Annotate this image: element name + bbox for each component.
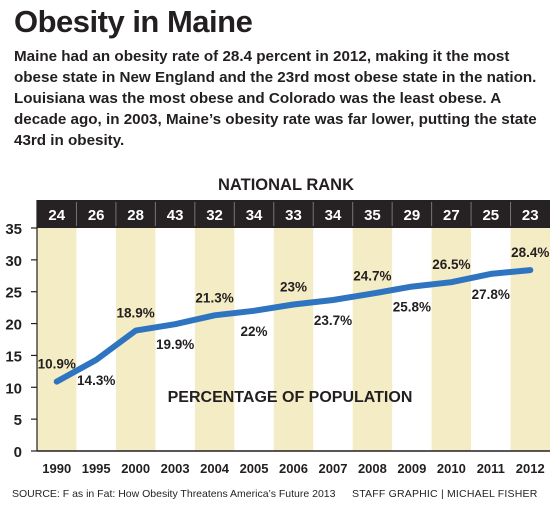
y-tick-label: 10 bbox=[5, 380, 22, 397]
percentage-of-population-label: PERCENTAGE OF POPULATION bbox=[168, 389, 413, 406]
value-label-2005: 22% bbox=[241, 324, 268, 339]
y-tick-label: 30 bbox=[5, 253, 22, 270]
rank-value-2011: 25 bbox=[482, 207, 499, 224]
x-tick-label-2007: 2007 bbox=[319, 461, 348, 476]
column-band-2010 bbox=[431, 200, 472, 451]
value-label-2011: 27.8% bbox=[472, 287, 510, 302]
rank-value-2007: 34 bbox=[325, 207, 342, 224]
value-label-1995: 14.3% bbox=[77, 373, 115, 388]
x-axis: 1990 1995 2000 2003 2004 2005 2006 2007 2008 2009… bbox=[37, 450, 550, 476]
x-tick-label-2012: 2012 bbox=[516, 461, 545, 476]
rank-value-2004: 32 bbox=[206, 207, 223, 224]
rank-value-2009: 29 bbox=[404, 207, 421, 224]
y-tick-label: 0 bbox=[14, 444, 22, 461]
x-tick-label-2011: 2011 bbox=[477, 461, 505, 476]
x-tick-label-1995: 1995 bbox=[82, 461, 111, 476]
rank-value-1990: 24 bbox=[48, 207, 65, 224]
value-label-2004: 21.3% bbox=[195, 290, 233, 305]
column-band-2004 bbox=[194, 200, 235, 451]
rank-value-2012: 23 bbox=[522, 207, 539, 224]
x-tick-label-2005: 2005 bbox=[240, 461, 269, 476]
y-tick-label: 35 bbox=[5, 221, 22, 238]
value-label-2000: 18.9% bbox=[117, 306, 155, 321]
x-tick-label-2000: 2000 bbox=[121, 461, 150, 476]
value-label-2007: 23.7% bbox=[314, 313, 352, 328]
x-tick-label-2010: 2010 bbox=[437, 461, 466, 476]
series-line bbox=[53, 267, 534, 385]
obesity-rate-line bbox=[53, 267, 534, 385]
rank-value-2003: 43 bbox=[167, 207, 184, 224]
x-tick-label-2003: 2003 bbox=[161, 461, 190, 476]
x-tick-label-2006: 2006 bbox=[279, 461, 308, 476]
x-tick-label-2008: 2008 bbox=[358, 461, 387, 476]
value-label-2012: 28.4% bbox=[511, 245, 549, 260]
column-band-2008 bbox=[352, 200, 393, 451]
rank-value-2005: 34 bbox=[246, 207, 263, 224]
value-label-1990: 10.9% bbox=[38, 357, 76, 372]
source-note: SOURCE: F as in Fat: How Obesity Threate… bbox=[12, 488, 336, 500]
value-label-2008: 24.7% bbox=[353, 269, 391, 284]
rank-value-1995: 26 bbox=[88, 207, 105, 224]
y-tick-label: 20 bbox=[5, 317, 22, 334]
national-rank-title: NATIONAL RANK bbox=[218, 176, 354, 194]
y-tick-label: 5 bbox=[14, 412, 22, 429]
rank-value-2010: 27 bbox=[443, 207, 460, 224]
y-axis: 0 5 10 15 20 25 30 35 bbox=[5, 200, 38, 461]
column-band-2006 bbox=[273, 200, 314, 451]
value-labels: 10.9%14.3% 18.9% 19.9% 21.3% 22% 23% 23.7% 24.7… bbox=[38, 245, 550, 388]
rank-value-2008: 35 bbox=[364, 207, 381, 224]
x-tick-label-1990: 1990 bbox=[42, 461, 71, 476]
x-tick-label-2009: 2009 bbox=[397, 461, 426, 476]
column-band-1990 bbox=[37, 200, 77, 451]
value-label-2003: 19.9% bbox=[156, 337, 194, 352]
value-label-2010: 26.5% bbox=[432, 257, 470, 272]
rank-bar-background bbox=[37, 200, 550, 228]
y-tick-label: 25 bbox=[5, 285, 22, 302]
column-band-2012 bbox=[510, 200, 550, 451]
column-bands bbox=[37, 200, 550, 451]
value-label-2006: 23% bbox=[280, 279, 307, 294]
y-tick-label: 15 bbox=[5, 348, 22, 365]
value-label-2009: 25.8% bbox=[393, 300, 431, 315]
x-tick-label-2004: 2004 bbox=[200, 461, 230, 476]
national-rank-bar: 24 26 28 43 32 34 33 34 35 29 27 25 23 bbox=[37, 200, 550, 228]
intro-text: Maine had an obesity rate of 28.4 percen… bbox=[14, 48, 537, 149]
rank-value-2006: 33 bbox=[285, 207, 302, 224]
staff-credit: STAFF GRAPHIC | MICHAEL FISHER bbox=[352, 488, 538, 500]
chart-title: Obesity in Maine bbox=[14, 4, 253, 39]
rank-value-2000: 28 bbox=[127, 207, 144, 224]
